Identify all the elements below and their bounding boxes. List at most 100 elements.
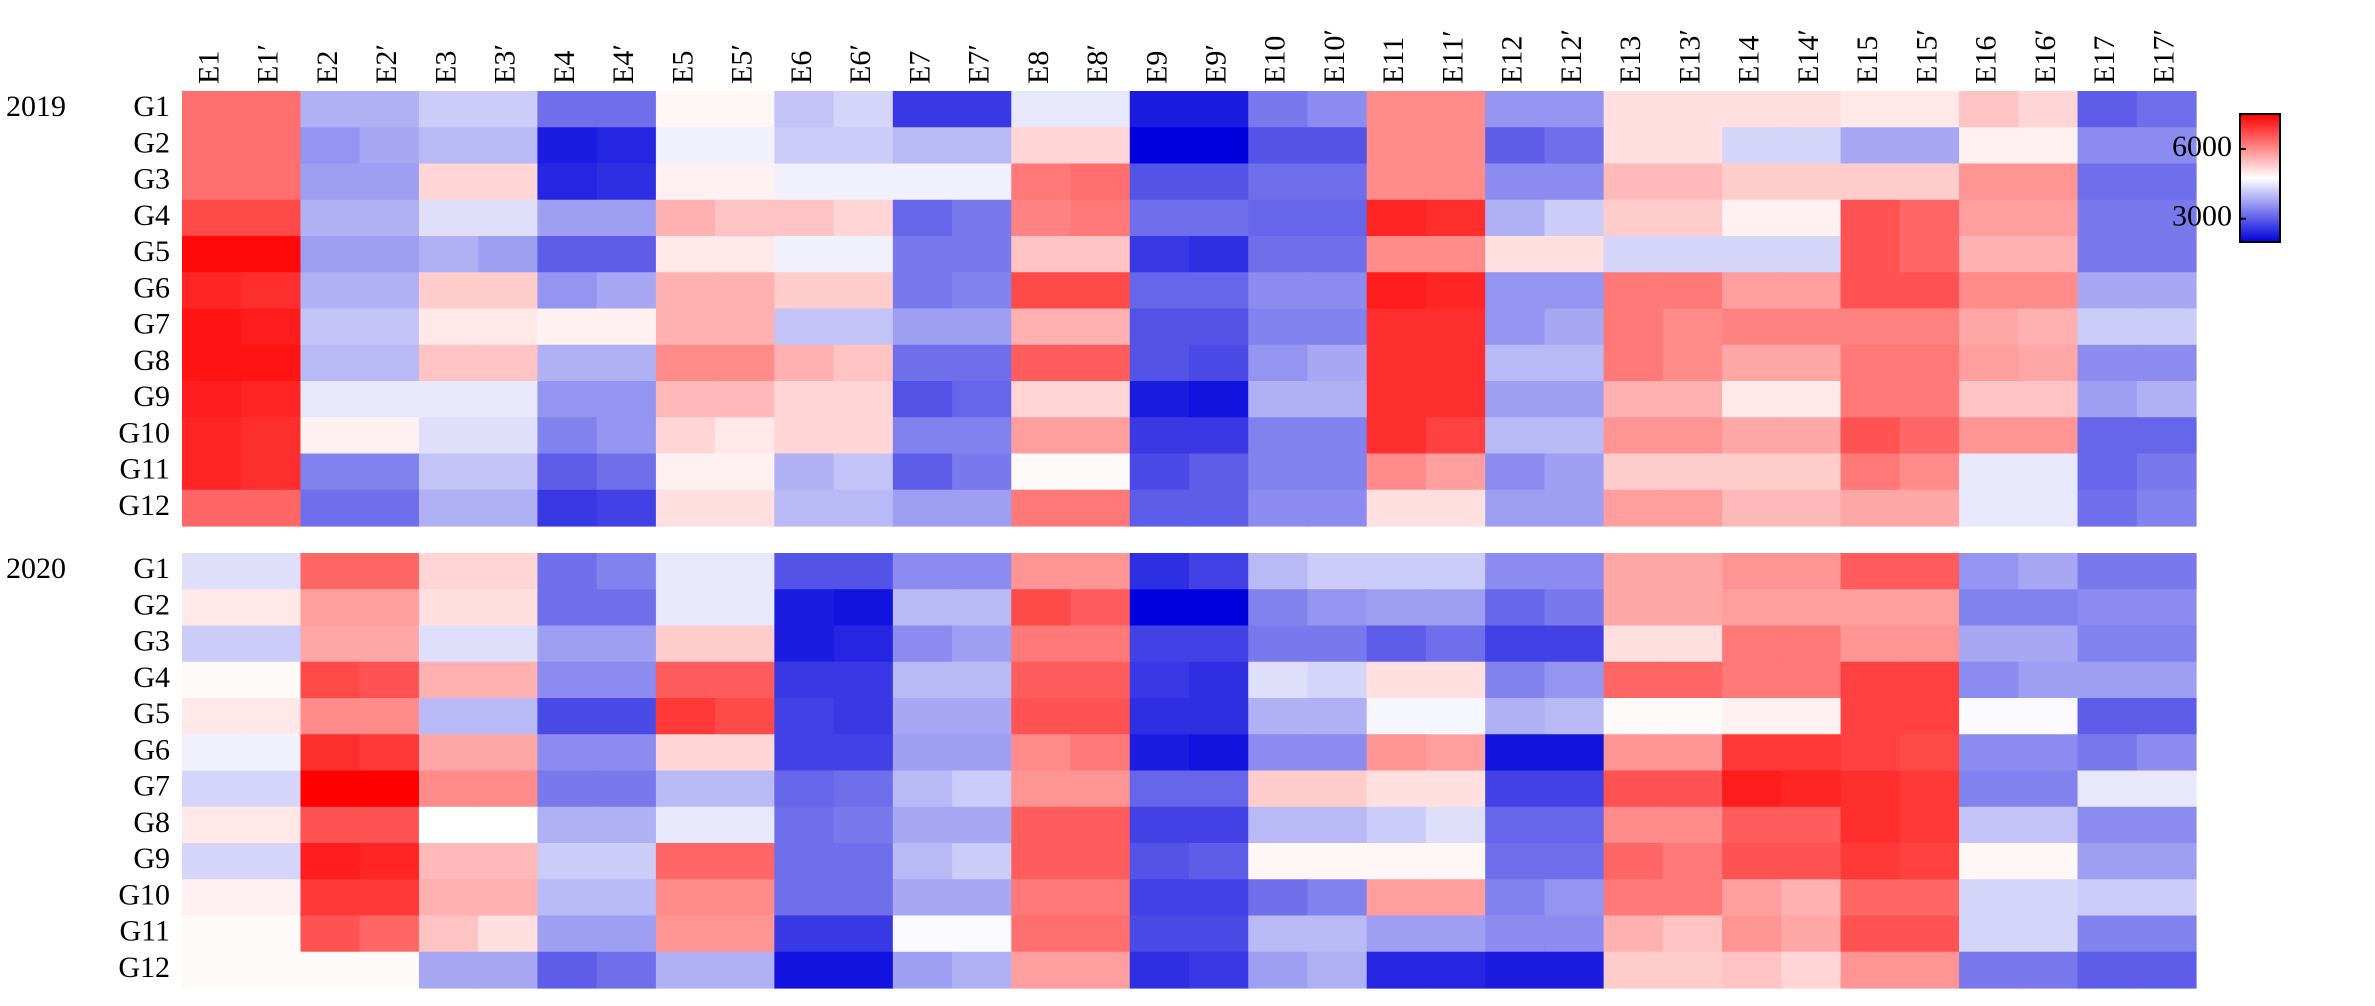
- heat-cell: [537, 163, 598, 201]
- heat-cell: [1011, 625, 1072, 663]
- column-label: E13′: [1673, 29, 1706, 84]
- heat-cell: [1425, 770, 1486, 808]
- heat-cell: [1011, 734, 1072, 772]
- heat-cell: [1544, 951, 1605, 989]
- heat-cell: [1662, 417, 1723, 455]
- heat-cell: [537, 698, 598, 735]
- heat-cell: [1959, 698, 2019, 735]
- heat-cell: [1011, 417, 1072, 455]
- heat-cell: [833, 272, 894, 310]
- heat-cell: [2136, 344, 2197, 382]
- heat-cell: [892, 489, 953, 527]
- heat-cell: [1722, 91, 1782, 128]
- heat-cell: [1603, 553, 1664, 590]
- heat-cell: [1544, 127, 1605, 165]
- heat-cell: [1366, 308, 1427, 346]
- heat-cell: [359, 236, 420, 273]
- heat-cell: [1248, 843, 1309, 880]
- heat-cell: [1959, 163, 2019, 201]
- heat-cell: [1307, 770, 1368, 808]
- column-label: E13: [1614, 36, 1647, 84]
- heat-cell: [478, 915, 539, 953]
- row-label: G8: [133, 344, 170, 377]
- heat-cell: [2077, 879, 2138, 917]
- heat-cell: [1840, 770, 1901, 808]
- heat-cell: [1603, 344, 1664, 382]
- heat-cell: [655, 417, 716, 455]
- heat-cell: [1070, 163, 1131, 201]
- heat-cell: [418, 91, 479, 128]
- heat-cell: [715, 625, 775, 663]
- heat-cell: [2136, 199, 2197, 237]
- heat-cell: [1781, 199, 1842, 237]
- heat-cell: [1307, 127, 1368, 165]
- heat-cell: [1662, 951, 1723, 989]
- heat-cell: [1248, 661, 1309, 699]
- heat-cell: [241, 163, 302, 201]
- heat-cell: [182, 127, 242, 165]
- heat-cell: [952, 770, 1012, 808]
- heat-cell: [1662, 553, 1723, 590]
- heat-cell: [537, 915, 598, 953]
- heat-cell: [833, 734, 894, 772]
- heat-cell: [1366, 272, 1427, 310]
- heat-cell: [1485, 489, 1546, 527]
- heat-cell: [1603, 843, 1664, 880]
- column-label: E16: [1970, 36, 2003, 84]
- heat-cell: [2136, 589, 2197, 627]
- heat-cell: [241, 127, 302, 165]
- heat-cell: [1840, 489, 1901, 527]
- heat-cell: [1781, 236, 1842, 273]
- heat-cell: [359, 589, 420, 627]
- heat-cell: [1129, 272, 1190, 310]
- heat-cell: [2136, 770, 2197, 808]
- heat-cell: [892, 344, 953, 382]
- heat-cell: [182, 770, 242, 808]
- heat-cell: [1366, 661, 1427, 699]
- heat-cell: [1248, 453, 1309, 491]
- heat-cell: [1129, 163, 1190, 201]
- heat-cell: [715, 951, 775, 989]
- heat-cell: [774, 806, 835, 844]
- heat-cell: [2136, 698, 2197, 735]
- heat-cell: [892, 553, 953, 590]
- heat-cell: [2018, 272, 2079, 310]
- heat-cell: [1959, 344, 2019, 382]
- heat-cell: [1662, 344, 1723, 382]
- heat-cell: [1425, 163, 1486, 201]
- heat-cell: [655, 698, 716, 735]
- heat-cell: [2136, 879, 2197, 917]
- heat-cell: [1248, 951, 1309, 989]
- heat-cell: [596, 951, 657, 989]
- column-label: E15′: [1910, 29, 1943, 84]
- heat-cell: [1662, 199, 1723, 237]
- heat-cell: [1248, 879, 1309, 917]
- heat-cell: [1485, 127, 1546, 165]
- heat-cell: [359, 453, 420, 491]
- heat-cell: [596, 698, 657, 735]
- heat-cell: [1011, 453, 1072, 491]
- heat-cell: [1070, 453, 1131, 491]
- heat-cell: [596, 589, 657, 627]
- heat-cell: [300, 770, 361, 808]
- heat-cell: [1722, 625, 1782, 663]
- heat-cell: [774, 770, 835, 808]
- heat-cell: [1485, 770, 1546, 808]
- heat-cell: [1307, 625, 1368, 663]
- heat-cell: [1189, 344, 1249, 382]
- heat-cell: [1485, 915, 1546, 953]
- heat-cell: [182, 381, 242, 418]
- heat-cell: [359, 915, 420, 953]
- heat-cell: [596, 770, 657, 808]
- heat-cell: [241, 770, 302, 808]
- heat-cell: [1781, 344, 1842, 382]
- heat-cell: [715, 163, 775, 201]
- heat-cell: [1129, 734, 1190, 772]
- heat-cell: [1781, 489, 1842, 527]
- heat-cell: [1307, 163, 1368, 201]
- column-label: E4′: [607, 44, 640, 84]
- heat-cell: [1070, 915, 1131, 953]
- heat-cell: [1840, 417, 1901, 455]
- heat-cell: [537, 734, 598, 772]
- heat-cell: [1899, 915, 1960, 953]
